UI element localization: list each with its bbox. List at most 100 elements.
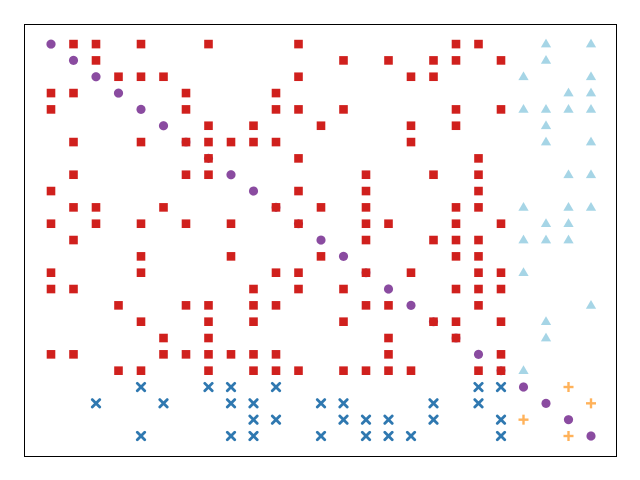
point-x — [338, 398, 349, 409]
point-square — [316, 203, 326, 212]
point-circle — [338, 251, 349, 261]
point-triangle — [563, 104, 574, 113]
point-square — [384, 301, 393, 310]
point-square — [339, 366, 348, 375]
point-square — [114, 301, 123, 310]
point-square — [136, 366, 146, 375]
point-square — [451, 317, 461, 326]
point-square — [451, 333, 461, 343]
point-square — [249, 137, 258, 147]
marks-layer — [46, 38, 597, 442]
point-square — [339, 105, 348, 114]
point-square — [294, 268, 303, 277]
point-square — [339, 284, 348, 294]
point-circle — [91, 72, 101, 82]
point-circle — [406, 300, 416, 310]
point-square — [451, 121, 461, 131]
point-triangle — [563, 201, 574, 211]
point-square — [496, 219, 506, 229]
point-circle — [113, 88, 124, 98]
point-circle — [473, 349, 484, 359]
point-circle — [248, 186, 259, 196]
point-x — [360, 414, 372, 425]
point-square — [451, 39, 461, 49]
point-circle — [158, 121, 169, 131]
point-triangle — [585, 38, 597, 48]
point-square — [204, 366, 213, 375]
point-square — [114, 72, 123, 82]
point-x — [270, 381, 282, 393]
point-triangle — [585, 299, 597, 309]
point-square — [406, 121, 416, 131]
point-plus — [586, 398, 596, 409]
point-x — [225, 430, 237, 442]
point-x — [473, 381, 484, 393]
point-square — [136, 317, 146, 326]
point-square — [406, 72, 416, 82]
point-x — [270, 414, 282, 425]
point-square — [69, 203, 78, 212]
point-triangle — [540, 38, 552, 48]
point-square — [159, 333, 168, 343]
point-circle — [68, 55, 79, 66]
point-triangle — [540, 332, 552, 342]
point-square — [406, 137, 416, 147]
point-square — [181, 350, 191, 359]
point-square — [451, 105, 461, 114]
point-triangle — [585, 104, 597, 113]
point-x — [225, 381, 237, 393]
point-square — [496, 56, 506, 65]
point-square — [384, 56, 393, 65]
point-square — [271, 350, 281, 359]
point-square — [46, 350, 56, 359]
point-square — [136, 137, 146, 147]
point-square — [136, 252, 146, 261]
point-square — [384, 333, 393, 343]
point-square — [181, 219, 191, 229]
point-square — [361, 366, 371, 375]
point-square — [271, 88, 281, 98]
point-square — [136, 268, 146, 277]
point-square — [181, 137, 191, 147]
point-square — [474, 366, 483, 375]
point-x — [248, 414, 259, 425]
point-square — [294, 219, 303, 229]
point-plus — [518, 414, 529, 425]
point-square — [204, 317, 213, 326]
point-square — [69, 88, 78, 98]
point-square — [46, 219, 56, 229]
point-square — [159, 203, 168, 212]
point-x — [383, 414, 394, 425]
point-square — [271, 268, 281, 277]
point-square — [46, 105, 56, 114]
point-square — [204, 39, 213, 49]
point-square — [474, 284, 483, 294]
point-square — [429, 170, 438, 180]
point-square — [474, 186, 483, 196]
point-square — [474, 235, 483, 245]
point-square — [204, 137, 213, 147]
point-square — [181, 105, 191, 114]
point-circle — [563, 415, 574, 425]
point-x — [90, 398, 102, 409]
point-x — [495, 430, 507, 442]
point-square — [361, 268, 371, 277]
point-square — [271, 301, 281, 310]
point-triangle — [540, 218, 552, 228]
point-square — [136, 72, 146, 82]
point-plus — [563, 382, 574, 393]
point-square — [474, 203, 483, 212]
point-square — [361, 219, 371, 229]
point-circle — [46, 39, 56, 49]
point-square — [46, 268, 56, 277]
point-square — [361, 186, 371, 196]
point-square — [249, 317, 258, 326]
point-triangle — [585, 169, 597, 179]
point-square — [46, 88, 56, 98]
point-square — [226, 350, 236, 359]
point-square — [294, 366, 303, 375]
point-square — [249, 366, 258, 375]
point-square — [249, 301, 258, 310]
point-square — [69, 284, 78, 294]
point-triangle — [518, 365, 529, 375]
